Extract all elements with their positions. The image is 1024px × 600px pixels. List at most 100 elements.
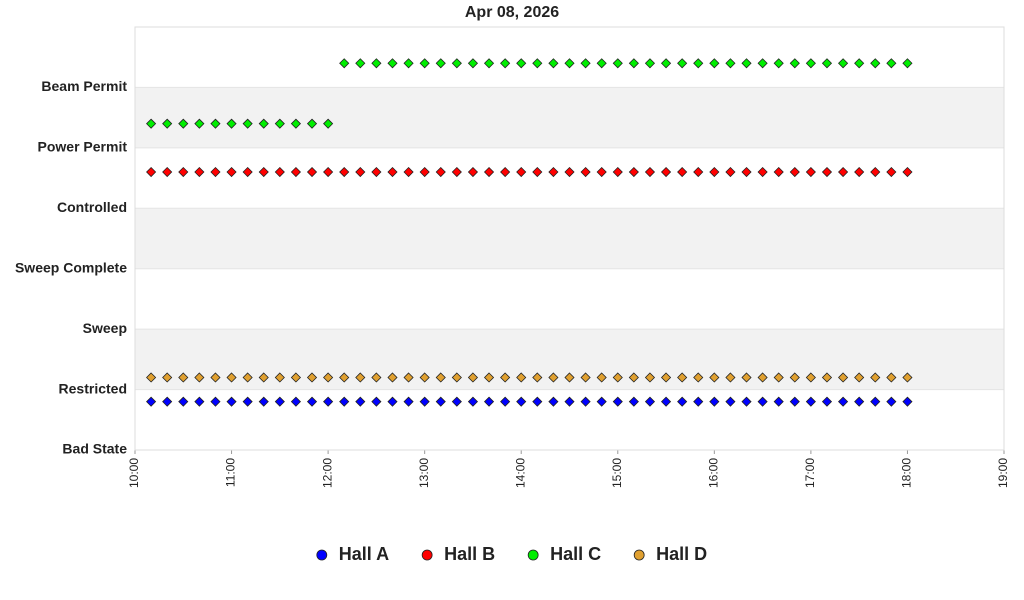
data-point [146,166,157,178]
data-point [628,396,639,407]
data-point [162,396,173,407]
data-point [838,58,849,69]
data-point [146,118,157,129]
band [135,208,1004,269]
data-point [290,396,301,407]
data-point [628,372,639,383]
data-point [323,118,334,129]
data-point [516,58,527,69]
data-point [419,396,430,407]
data-point [403,58,414,69]
data-point [371,58,382,69]
data-point [677,58,688,69]
data-point [451,372,462,383]
y-tick-label: Power Permit [38,139,128,155]
data-point [902,372,913,383]
data-point [854,166,865,178]
data-point [194,372,205,383]
data-point [162,372,173,383]
data-point [226,166,237,178]
data-point [516,166,527,178]
data-point [564,166,575,178]
data-point [483,58,495,69]
legend-marker [421,549,433,561]
data-point [693,166,704,178]
data-point [757,396,768,407]
data-point [773,166,784,178]
x-tick-label: 19:00 [996,458,1010,488]
data-point [709,58,720,69]
data-point [339,372,350,383]
data-point [902,396,913,407]
data-point [194,396,205,407]
data-point [387,166,398,178]
data-point [821,58,833,69]
data-point [500,396,511,407]
data-point [709,396,720,407]
data-point [532,396,543,407]
y-tick-label: Controlled [57,199,127,215]
data-point [242,118,253,129]
data-point [290,166,301,178]
data-point [789,166,800,178]
data-point [306,118,318,129]
data-point [548,396,559,407]
data-point [677,372,688,383]
data-point [194,118,205,129]
data-point [677,166,688,178]
data-point [870,166,881,178]
data-point [854,58,865,69]
data-point [612,372,623,383]
data-point [789,58,800,69]
data-point [274,396,285,407]
data-point [548,166,559,178]
data-point [886,396,897,407]
data-point [355,166,366,178]
data-point [886,58,897,69]
band [135,87,1004,148]
data-point [725,396,736,407]
data-point [355,372,366,383]
data-point [886,372,897,383]
data-point [741,58,752,69]
data-point [805,396,816,407]
data-point [580,58,591,69]
data-point [306,372,318,383]
data-point [467,166,479,178]
x-tick-label: 17:00 [803,458,817,488]
x-tick-label: 12:00 [320,458,334,488]
y-tick-label: Restricted [59,380,127,396]
data-point [500,166,511,178]
data-point [693,58,704,69]
data-point [596,396,607,407]
data-point [178,118,189,129]
y-tick-label: Sweep [83,320,127,336]
data-point [516,396,527,407]
data-point [644,166,656,178]
data-point [403,166,414,178]
data-point [258,396,269,407]
data-point [435,58,446,69]
data-point [725,166,736,178]
data-point [162,118,173,129]
data-point [226,118,237,129]
data-point [548,372,559,383]
data-point [451,166,462,178]
legend-label: Hall D [656,544,707,564]
data-point [258,166,269,178]
legend-marker [633,549,645,561]
data-point [274,372,285,383]
data-point [258,372,269,383]
data-point [210,372,221,383]
legend-marker [527,549,539,561]
data-point [306,166,318,178]
data-point [355,58,366,69]
data-point [467,58,479,69]
data-point [274,118,285,129]
data-point [371,372,382,383]
data-point [162,166,173,178]
data-point [660,58,672,69]
data-point [467,372,479,383]
data-point [660,396,672,407]
data-point [178,396,189,407]
